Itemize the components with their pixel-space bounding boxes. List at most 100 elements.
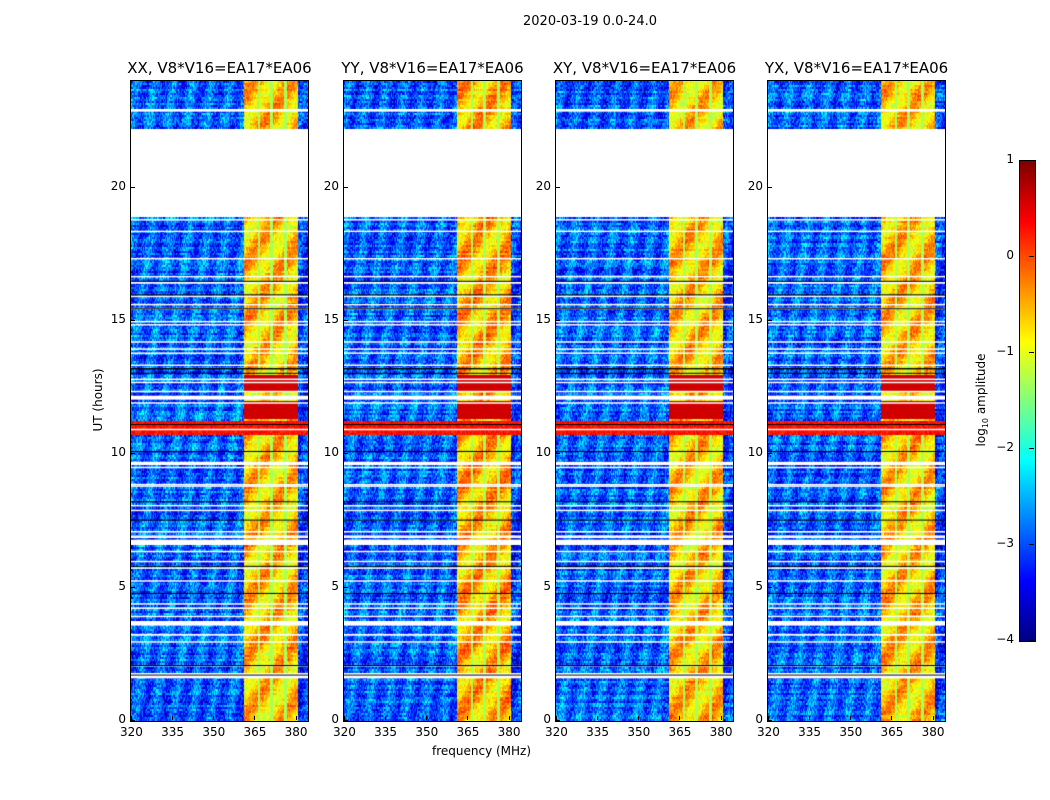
y-tick-mark: [131, 186, 135, 188]
spectrogram-heatmap: [768, 81, 945, 721]
colorbar: [1019, 160, 1036, 642]
x-tick-label: 380: [284, 725, 308, 739]
panel-title: YX, V8*V16=EA17*EA06: [764, 59, 949, 77]
colorbar-label-rest: amplitude: [973, 353, 988, 418]
x-tick-mark: [932, 716, 934, 720]
x-tick-mark: [809, 716, 811, 720]
y-tick-mark: [556, 320, 560, 321]
y-axis-label: UT (hours): [91, 368, 105, 432]
x-tick-label: 335: [586, 725, 610, 739]
x-tick-label: 320: [333, 725, 356, 739]
spectrogram-heatmap: [131, 81, 308, 721]
panel-title: XY, V8*V16=EA17*EA06: [552, 59, 737, 77]
y-tick-mark: [131, 453, 135, 455]
y-tick-mark: [768, 320, 772, 321]
colorbar-tick-mark: [1029, 352, 1034, 353]
spectrogram-heatmap: [556, 81, 733, 721]
y-tick-label: 10: [323, 445, 339, 460]
y-tick-mark: [344, 720, 348, 721]
colorbar-tick-label: 0: [1006, 248, 1014, 262]
colorbar-tick-label: −4: [996, 632, 1014, 646]
x-tick-mark: [344, 716, 345, 720]
y-tick-mark: [556, 586, 560, 588]
y-tick-mark: [556, 186, 560, 188]
x-tick-label: 335: [798, 725, 822, 739]
x-tick-label: 335: [161, 725, 185, 739]
colorbar-tick-label: −1: [996, 344, 1014, 358]
y-tick-mark: [768, 586, 772, 588]
y-tick-mark: [131, 320, 135, 321]
x-tick-mark: [720, 716, 722, 720]
y-tick-mark: [556, 720, 560, 721]
x-tick-mark: [172, 716, 174, 720]
x-tick-mark: [638, 716, 640, 720]
panel-title: YY, V8*V16=EA17*EA06: [341, 59, 524, 77]
spectrogram-panel-3: [555, 80, 734, 722]
x-axis-label: frequency (MHz): [432, 744, 532, 758]
x-tick-label: 350: [415, 725, 439, 739]
colorbar-label-subscript: 10: [981, 417, 991, 429]
x-tick-label: 320: [545, 725, 568, 739]
y-tick-mark: [556, 453, 560, 455]
y-tick-label: 15: [110, 312, 126, 326]
y-tick-mark: [344, 586, 348, 588]
x-tick-mark: [295, 716, 297, 720]
y-tick-label: 0: [755, 712, 763, 726]
y-tick-label: 10: [535, 445, 551, 460]
x-tick-mark: [467, 716, 469, 720]
y-tick-label: 5: [755, 578, 763, 593]
figure-title: 2020-03-19 0.0-24.0: [523, 14, 657, 29]
x-tick-mark: [508, 716, 510, 720]
y-tick-label: 20: [323, 178, 339, 193]
y-tick-label: 20: [747, 178, 763, 193]
colorbar-label-log: log: [973, 428, 988, 447]
y-tick-label: 15: [535, 312, 551, 326]
colorbar-tick-mark: [1029, 640, 1034, 641]
colorbar-tick-label: −2: [996, 440, 1014, 454]
x-tick-mark: [426, 716, 428, 720]
y-tick-label: 20: [535, 178, 551, 193]
y-tick-mark: [768, 720, 772, 721]
x-tick-mark: [556, 716, 557, 720]
y-tick-label: 10: [110, 445, 126, 460]
y-tick-mark: [344, 320, 348, 321]
y-tick-mark: [768, 186, 772, 188]
colorbar-label: log10 amplitude: [974, 354, 990, 447]
x-tick-mark: [891, 716, 893, 720]
colorbar-tick-mark: [1029, 160, 1034, 161]
x-tick-mark: [131, 716, 132, 720]
y-tick-label: 10: [747, 445, 763, 460]
x-tick-label: 365: [880, 725, 904, 739]
y-tick-mark: [344, 453, 348, 455]
x-tick-mark: [597, 716, 599, 720]
colorbar-tick-label: −3: [996, 536, 1014, 550]
colorbar-tick-mark: [1029, 448, 1034, 449]
y-tick-label: 0: [118, 712, 126, 726]
y-tick-mark: [344, 186, 348, 188]
colorbar-tick-mark: [1029, 256, 1034, 257]
spectrogram-panel-2: [343, 80, 522, 722]
y-tick-label: 15: [323, 312, 339, 326]
x-tick-mark: [254, 716, 256, 720]
y-tick-label: 20: [110, 178, 126, 193]
x-tick-label: 335: [374, 725, 398, 739]
spectrogram-heatmap: [344, 81, 521, 721]
x-tick-label: 365: [456, 725, 480, 739]
y-tick-label: 15: [747, 312, 763, 326]
x-tick-label: 320: [757, 725, 780, 739]
x-tick-label: 350: [627, 725, 651, 739]
x-tick-label: 365: [243, 725, 267, 739]
y-tick-mark: [768, 453, 772, 455]
x-tick-label: 380: [709, 725, 733, 739]
panel-title: XX, V8*V16=EA17*EA06: [127, 59, 312, 77]
x-tick-label: 350: [202, 725, 226, 739]
y-tick-label: 5: [331, 578, 339, 593]
colorbar-tick-mark: [1029, 544, 1034, 545]
y-tick-label: 0: [543, 712, 551, 726]
y-tick-mark: [131, 720, 135, 721]
x-tick-mark: [679, 716, 681, 720]
x-tick-label: 320: [120, 725, 143, 739]
x-tick-label: 365: [668, 725, 692, 739]
colorbar-tick-label: 1: [1006, 152, 1014, 166]
